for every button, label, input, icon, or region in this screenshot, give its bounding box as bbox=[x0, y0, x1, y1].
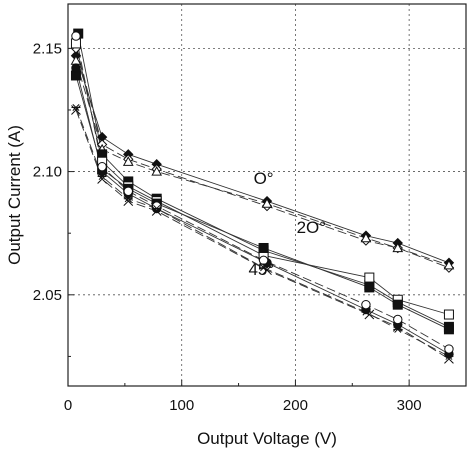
series-line bbox=[75, 67, 450, 355]
y-tick-label: 2.10 bbox=[33, 164, 62, 181]
x-tick-label: 200 bbox=[283, 397, 308, 414]
data-point bbox=[443, 309, 454, 320]
y-tick-label: 2.15 bbox=[33, 40, 62, 57]
data-point bbox=[392, 242, 404, 253]
y-axis-title: Output Current (A) bbox=[5, 125, 24, 265]
data-point bbox=[444, 354, 454, 364]
data-point bbox=[71, 31, 81, 41]
data-point bbox=[361, 299, 371, 310]
data-point bbox=[364, 272, 375, 283]
data-point bbox=[392, 299, 403, 310]
data-point bbox=[152, 205, 162, 213]
plot-frame bbox=[67, 3, 467, 387]
data-point bbox=[360, 232, 372, 243]
data-point bbox=[151, 206, 162, 216]
data-point bbox=[258, 242, 269, 253]
annotations: O° 2O° 45° bbox=[248, 169, 326, 279]
data-point bbox=[122, 156, 134, 166]
series-markers bbox=[70, 28, 455, 364]
series-line bbox=[75, 109, 450, 360]
x-tick-label: 300 bbox=[397, 397, 422, 414]
data-point bbox=[444, 344, 454, 354]
data-point bbox=[443, 324, 454, 335]
data-point bbox=[71, 104, 81, 112]
data-point bbox=[393, 314, 403, 325]
data-point bbox=[71, 105, 81, 115]
data-point bbox=[71, 63, 81, 73]
series-line bbox=[75, 48, 450, 269]
series-line bbox=[75, 35, 450, 350]
data-point bbox=[443, 259, 455, 270]
y-tick-label: 2.05 bbox=[33, 287, 62, 304]
data-point bbox=[123, 196, 134, 207]
angle-annotation: 2O° bbox=[297, 218, 326, 237]
data-point bbox=[123, 195, 133, 203]
data-point bbox=[364, 282, 375, 293]
angle-annotation: 45° bbox=[248, 260, 274, 279]
data-point bbox=[97, 174, 107, 184]
data-point bbox=[258, 255, 269, 266]
data-point bbox=[123, 186, 133, 197]
angle-annotation: O° bbox=[254, 169, 274, 188]
data-point bbox=[261, 198, 273, 208]
series-line bbox=[75, 107, 450, 357]
data-point bbox=[97, 161, 107, 172]
series-line bbox=[75, 55, 450, 264]
data-point bbox=[259, 264, 269, 272]
data-point bbox=[444, 352, 454, 360]
x-axis-title: Output Voltage (V) bbox=[197, 429, 337, 448]
tick-labels: 0 100 200 300 2.05 2.10 2.15 bbox=[33, 40, 422, 414]
data-point bbox=[361, 308, 371, 316]
data-point bbox=[97, 173, 107, 181]
axis-ticks bbox=[67, 47, 410, 386]
data-point bbox=[392, 321, 403, 332]
x-tick-label: 0 bbox=[64, 397, 72, 414]
data-point bbox=[151, 166, 163, 176]
data-point bbox=[393, 325, 403, 333]
x-tick-label: 100 bbox=[169, 397, 194, 414]
